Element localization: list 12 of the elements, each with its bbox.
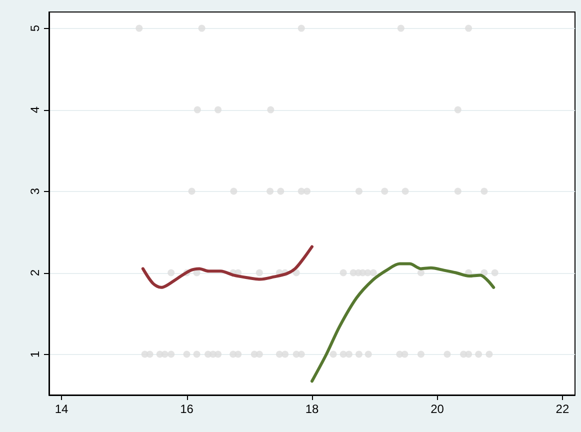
y-tick-label: 5 xyxy=(28,24,42,32)
line-series xyxy=(141,245,314,289)
x-tick-label: 22 xyxy=(556,402,570,416)
y-tick-label: 4 xyxy=(28,106,42,114)
x-tick-label: 18 xyxy=(305,402,319,416)
y-tick-label: 3 xyxy=(28,188,42,195)
x-tick-label: 16 xyxy=(180,402,194,416)
line-series xyxy=(310,262,496,383)
y-tick-label: 1 xyxy=(28,350,42,358)
x-tick-label: 20 xyxy=(430,402,444,416)
y-tick-label: 2 xyxy=(28,269,42,276)
x-tick-label: 14 xyxy=(54,402,69,416)
